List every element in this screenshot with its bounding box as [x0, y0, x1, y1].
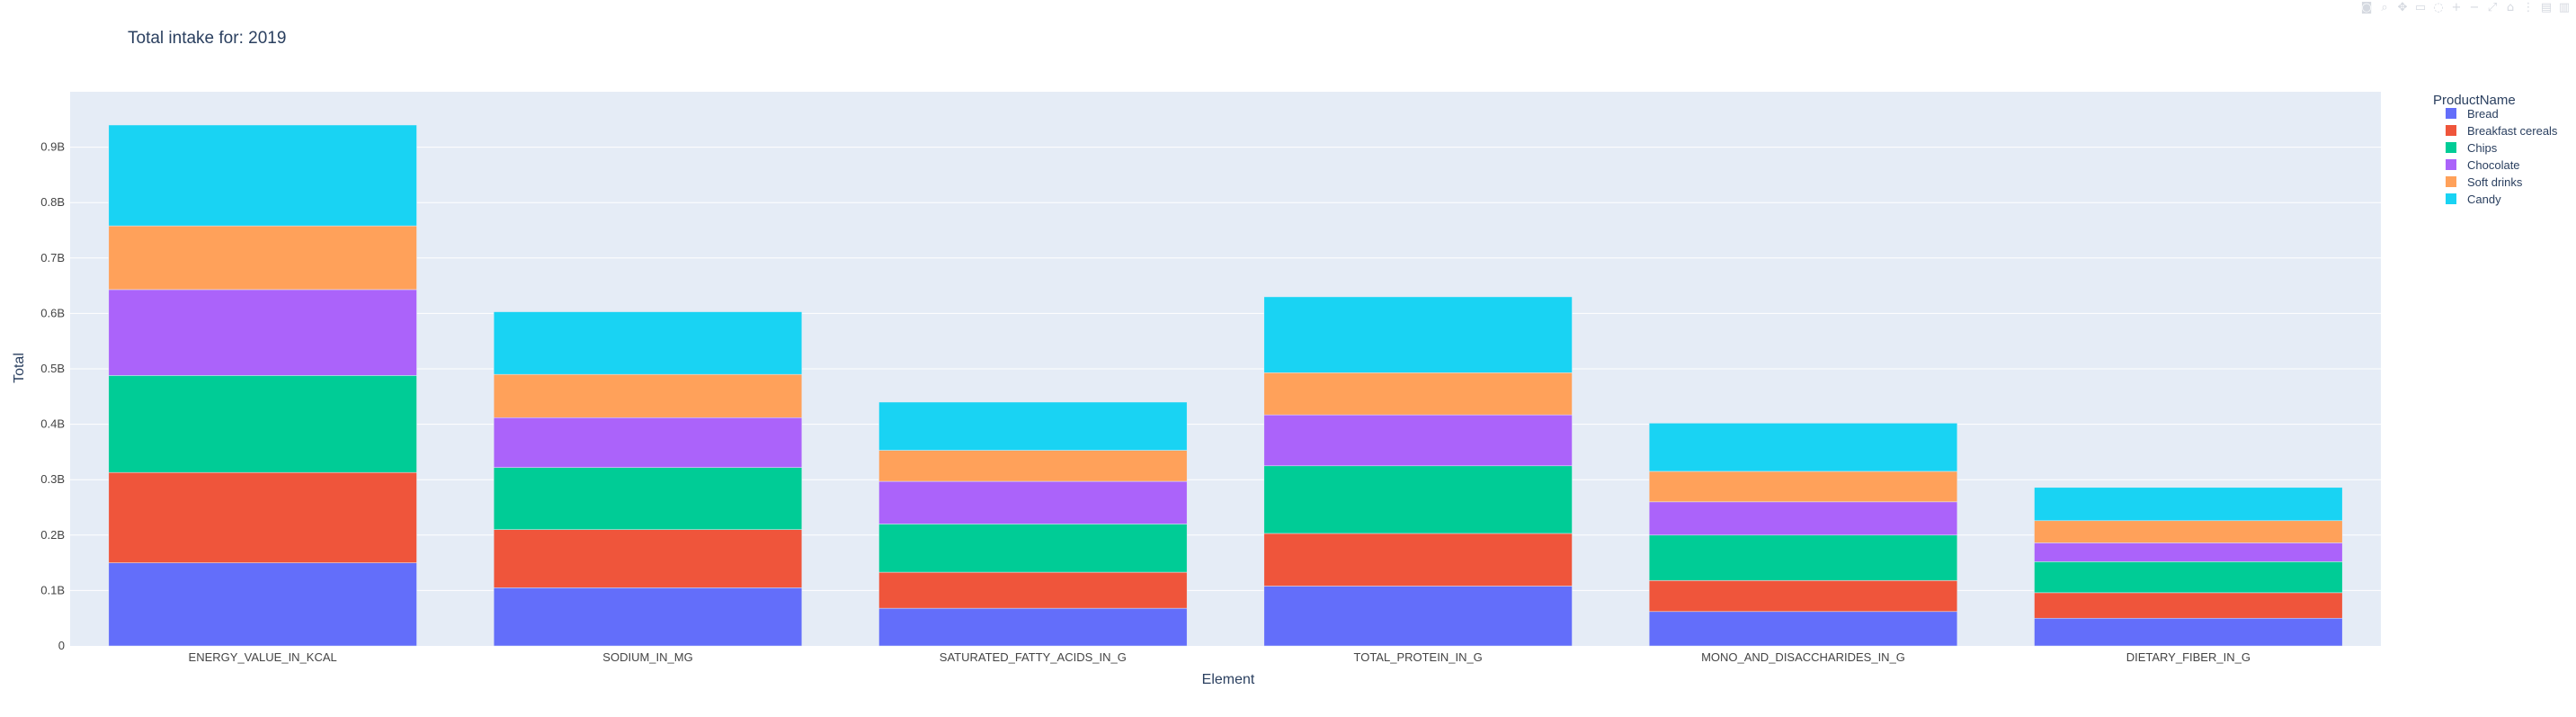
legend-item-label[interactable]: Chips — [2467, 141, 2498, 155]
bar-bread-0[interactable] — [108, 562, 417, 647]
bar-chocolate-0[interactable] — [108, 289, 417, 376]
y-tick-label: 0.7B — [40, 251, 65, 264]
bar-soft-drinks-5[interactable] — [2034, 520, 2343, 543]
legend-swatch[interactable] — [2446, 193, 2456, 204]
bar-breakfast-cereals-2[interactable] — [878, 571, 1188, 609]
x-tick-label: TOTAL_PROTEIN_IN_G — [1354, 650, 1483, 664]
lasso-icon[interactable]: ◌ — [2433, 1, 2444, 14]
bar-candy-0[interactable] — [108, 124, 417, 227]
y-tick-label: 0.3B — [40, 472, 65, 486]
hover-closest-icon[interactable]: ▤ — [2540, 1, 2553, 14]
bar-bread-3[interactable] — [1263, 586, 1573, 647]
bar-soft-drinks-1[interactable] — [493, 373, 803, 418]
spike-lines-icon[interactable]: ⋮ — [2522, 1, 2535, 14]
bar-candy-5[interactable] — [2034, 487, 2343, 522]
bar-chocolate-3[interactable] — [1263, 414, 1573, 467]
y-axis-title: Total — [12, 353, 27, 383]
bar-soft-drinks-0[interactable] — [108, 225, 417, 291]
autoscale-icon[interactable]: ⤢ — [2487, 1, 2498, 14]
bar-chocolate-1[interactable] — [493, 417, 803, 468]
bar-chocolate-2[interactable] — [878, 480, 1188, 524]
bar-chips-3[interactable] — [1263, 465, 1573, 534]
x-tick-label: ENERGY_VALUE_IN_KCAL — [189, 650, 337, 664]
bar-chocolate-4[interactable] — [1648, 501, 1958, 536]
x-tick-label: SATURATED_FATTY_ACIDS_IN_G — [940, 650, 1127, 664]
y-tick-label: 0.5B — [40, 362, 65, 375]
legend-item-label[interactable]: Breakfast cereals — [2467, 124, 2558, 138]
legend-title: ProductName — [2433, 93, 2516, 108]
bar-chips-4[interactable] — [1648, 534, 1958, 581]
gridlines — [70, 147, 2381, 591]
legend: ProductName Bread Breakfast cereals Chips C… — [2433, 93, 2558, 206]
bar-candy-2[interactable] — [878, 401, 1188, 451]
bar-breakfast-cereals-1[interactable] — [493, 529, 803, 588]
bars — [108, 124, 2343, 647]
legend-item-label[interactable]: Soft drinks — [2467, 175, 2523, 189]
x-tick-label: DIETARY_FIBER_IN_G — [2126, 650, 2251, 664]
zoom-in-icon[interactable]: + — [2451, 1, 2462, 14]
x-tick-labels: ENERGY_VALUE_IN_KCAL SODIUM_IN_MG SATURATE… — [189, 650, 2251, 664]
bar-bread-1[interactable] — [493, 587, 803, 647]
y-tick-label: 0.4B — [40, 417, 65, 431]
y-tick-label: 0.8B — [40, 195, 65, 209]
x-axis-title: Element — [1202, 672, 1255, 687]
bar-bread-4[interactable] — [1648, 611, 1958, 647]
bar-bread-2[interactable] — [878, 607, 1188, 647]
box-select-icon[interactable]: ▭ — [2414, 1, 2427, 14]
bar-breakfast-cereals-3[interactable] — [1263, 533, 1573, 587]
bar-breakfast-cereals-5[interactable] — [2034, 592, 2343, 619]
chart-title: Total intake for: 2019 — [128, 29, 286, 48]
bar-chips-0[interactable] — [108, 375, 417, 473]
bar-bread-5[interactable] — [2034, 617, 2343, 647]
y-tick-label: 0.9B — [40, 140, 65, 154]
legend-swatch[interactable] — [2446, 142, 2456, 153]
zoom-icon[interactable]: ⌕ — [2381, 1, 2388, 14]
bar-breakfast-cereals-4[interactable] — [1648, 580, 1958, 613]
bar-chocolate-5[interactable] — [2034, 542, 2343, 562]
legend-item-label[interactable]: Candy — [2467, 193, 2501, 206]
bar-soft-drinks-2[interactable] — [878, 450, 1188, 482]
y-tick-label: 0 — [58, 639, 65, 652]
legend-swatch[interactable] — [2446, 108, 2456, 119]
bar-chips-5[interactable] — [2034, 561, 2343, 594]
x-tick-label: MONO_AND_DISACCHARIDES_IN_G — [1701, 650, 1905, 664]
pan-icon[interactable]: ✥ — [2397, 1, 2408, 14]
bar-breakfast-cereals-0[interactable] — [108, 471, 417, 563]
hover-compare-icon[interactable]: ▥ — [2558, 1, 2571, 14]
bar-chips-2[interactable] — [878, 524, 1188, 573]
legend-item-label[interactable]: Chocolate — [2467, 158, 2520, 172]
bar-candy-1[interactable] — [493, 311, 803, 375]
bar-candy-4[interactable] — [1648, 423, 1958, 472]
bar-soft-drinks-3[interactable] — [1263, 372, 1573, 416]
legend-swatch[interactable] — [2446, 125, 2456, 136]
bar-soft-drinks-4[interactable] — [1648, 471, 1958, 503]
bar-chips-1[interactable] — [493, 467, 803, 530]
reset-axes-icon[interactable]: ⌂ — [2506, 1, 2515, 14]
x-tick-label: SODIUM_IN_MG — [602, 650, 692, 664]
legend-swatch[interactable] — [2446, 176, 2456, 187]
zoom-out-icon[interactable]: − — [2469, 1, 2480, 14]
camera-icon[interactable]: ◙ — [2360, 1, 2373, 14]
y-tick-labels: 0 0.1B 0.2B 0.3B 0.4B 0.5B 0.6B 0.7B 0.8B 0.9B — [40, 140, 65, 652]
legend-item-label[interactable]: Bread — [2467, 107, 2499, 121]
legend-swatch[interactable] — [2446, 159, 2456, 170]
y-tick-label: 0.6B — [40, 306, 65, 319]
y-tick-label: 0.2B — [40, 528, 65, 542]
bar-candy-3[interactable] — [1263, 296, 1573, 373]
modebar: ◙ ⌕ ✥ ▭ ◌ + − ⤢ ⌂ ⋮ ▤ ▥ — [2360, 2, 2571, 14]
y-tick-label: 0.1B — [40, 583, 65, 596]
